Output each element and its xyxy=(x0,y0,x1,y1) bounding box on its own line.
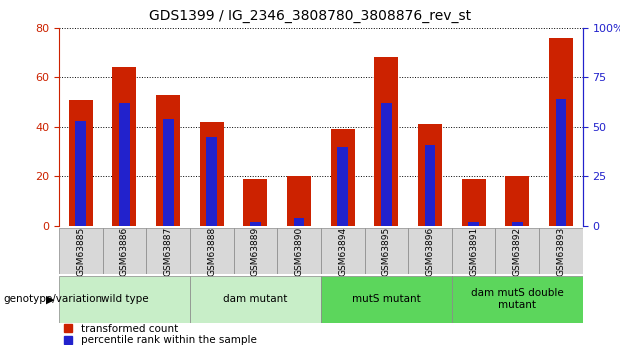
Text: ▶: ▶ xyxy=(46,295,55,304)
FancyBboxPatch shape xyxy=(408,228,452,274)
Bar xyxy=(374,57,398,226)
Text: GSM63896: GSM63896 xyxy=(425,226,435,276)
Bar xyxy=(337,147,348,226)
Legend: transformed count, percentile rank within the sample: transformed count, percentile rank withi… xyxy=(64,324,257,345)
FancyBboxPatch shape xyxy=(539,228,583,274)
Bar xyxy=(418,124,442,226)
Bar xyxy=(112,67,136,226)
Bar xyxy=(330,129,355,226)
Text: GSM63890: GSM63890 xyxy=(294,226,304,276)
Text: GSM63894: GSM63894 xyxy=(338,226,347,276)
Bar xyxy=(512,222,523,226)
Bar xyxy=(556,99,567,226)
Bar xyxy=(119,103,130,226)
Bar xyxy=(462,179,485,226)
FancyBboxPatch shape xyxy=(234,228,277,274)
Bar xyxy=(287,176,311,226)
Text: GDS1399 / IG_2346_3808780_3808876_rev_st: GDS1399 / IG_2346_3808780_3808876_rev_st xyxy=(149,9,471,23)
Text: mutS mutant: mutS mutant xyxy=(352,294,421,304)
Bar xyxy=(468,222,479,226)
Text: GSM63891: GSM63891 xyxy=(469,226,478,276)
FancyBboxPatch shape xyxy=(59,276,190,323)
FancyBboxPatch shape xyxy=(321,228,365,274)
FancyBboxPatch shape xyxy=(452,276,583,323)
Bar xyxy=(244,179,267,226)
Bar xyxy=(549,38,573,226)
Bar xyxy=(250,222,261,226)
FancyBboxPatch shape xyxy=(190,276,321,323)
FancyBboxPatch shape xyxy=(321,276,452,323)
Text: GSM63889: GSM63889 xyxy=(251,226,260,276)
Bar xyxy=(75,121,86,226)
FancyBboxPatch shape xyxy=(277,228,321,274)
Text: GSM63886: GSM63886 xyxy=(120,226,129,276)
Text: dam mutant: dam mutant xyxy=(223,294,288,304)
Text: dam mutS double
mutant: dam mutS double mutant xyxy=(471,288,564,310)
Bar xyxy=(156,95,180,226)
Bar xyxy=(381,103,392,226)
Bar xyxy=(293,218,304,226)
Text: GSM63892: GSM63892 xyxy=(513,226,522,276)
FancyBboxPatch shape xyxy=(452,228,495,274)
Text: GSM63888: GSM63888 xyxy=(207,226,216,276)
Bar xyxy=(206,137,217,226)
Text: GSM63893: GSM63893 xyxy=(557,226,565,276)
Text: wild type: wild type xyxy=(100,294,148,304)
Bar xyxy=(69,99,93,226)
Text: genotype/variation: genotype/variation xyxy=(3,295,102,304)
Bar xyxy=(162,119,174,226)
Bar xyxy=(425,145,435,226)
FancyBboxPatch shape xyxy=(190,228,234,274)
FancyBboxPatch shape xyxy=(102,228,146,274)
FancyBboxPatch shape xyxy=(365,228,408,274)
FancyBboxPatch shape xyxy=(146,228,190,274)
Text: GSM63887: GSM63887 xyxy=(164,226,172,276)
FancyBboxPatch shape xyxy=(59,228,102,274)
Bar xyxy=(505,176,529,226)
Text: GSM63885: GSM63885 xyxy=(76,226,85,276)
Text: GSM63895: GSM63895 xyxy=(382,226,391,276)
Bar xyxy=(200,122,224,226)
FancyBboxPatch shape xyxy=(495,228,539,274)
